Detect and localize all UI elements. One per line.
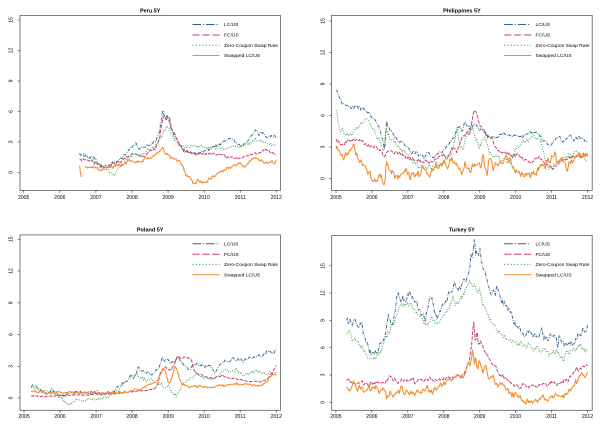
svg-text:Swapped LC/US: Swapped LC/US (224, 53, 261, 59)
svg-text:15: 15 (9, 17, 15, 23)
svg-text:0: 0 (9, 396, 15, 399)
svg-text:6: 6 (320, 346, 326, 349)
svg-text:FC/US: FC/US (536, 33, 551, 39)
svg-text:Zero-Coupon Swap Rate: Zero-Coupon Swap Rate (224, 43, 278, 49)
svg-text:15: 15 (320, 263, 326, 269)
svg-text:12: 12 (9, 268, 15, 274)
svg-text:2011: 2011 (235, 195, 246, 201)
svg-text:LC/US: LC/US (536, 22, 551, 28)
svg-text:FC/US: FC/US (536, 252, 551, 258)
svg-text:Turkey 5Y: Turkey 5Y (449, 228, 475, 234)
svg-text:2007: 2007 (90, 414, 101, 420)
svg-text:9: 9 (320, 319, 326, 322)
svg-text:3: 3 (320, 373, 326, 376)
svg-text:2005: 2005 (330, 414, 341, 420)
svg-text:3: 3 (320, 145, 326, 148)
svg-text:2010: 2010 (199, 414, 210, 420)
svg-text:2012: 2012 (582, 195, 593, 201)
svg-text:2007: 2007 (402, 195, 413, 201)
svg-text:Poland 5Y: Poland 5Y (137, 228, 164, 234)
svg-text:9: 9 (9, 301, 15, 304)
svg-text:Zero-Coupon Swap Rate: Zero-Coupon Swap Rate (224, 262, 278, 268)
svg-text:12: 12 (320, 290, 326, 296)
svg-text:0: 0 (320, 401, 326, 404)
svg-text:2006: 2006 (54, 414, 65, 420)
svg-text:Swapped LC/US: Swapped LC/US (536, 53, 573, 59)
svg-text:2008: 2008 (126, 414, 137, 420)
svg-text:15: 15 (9, 236, 15, 242)
svg-text:2011: 2011 (235, 414, 246, 420)
svg-text:2009: 2009 (163, 414, 174, 420)
svg-text:2006: 2006 (366, 195, 377, 201)
svg-text:2011: 2011 (546, 195, 557, 201)
svg-text:2009: 2009 (162, 195, 173, 201)
svg-text:2010: 2010 (199, 195, 210, 201)
svg-text:LC/US: LC/US (536, 242, 551, 248)
svg-text:2008: 2008 (438, 195, 449, 201)
svg-text:15: 15 (320, 18, 326, 24)
svg-text:3: 3 (9, 365, 15, 368)
svg-text:0: 0 (320, 177, 326, 180)
svg-text:6: 6 (9, 333, 15, 336)
svg-text:Peru 5Y: Peru 5Y (140, 8, 161, 14)
svg-text:2010: 2010 (510, 414, 521, 420)
svg-text:Swapped LC/US: Swapped LC/US (536, 273, 573, 279)
svg-text:Philippines 5Y: Philippines 5Y (443, 8, 481, 14)
svg-text:2007: 2007 (90, 195, 101, 201)
svg-text:12: 12 (320, 50, 326, 56)
svg-text:2012: 2012 (271, 414, 282, 420)
svg-text:2006: 2006 (366, 414, 377, 420)
svg-text:Zero-Coupon Swap Rate: Zero-Coupon Swap Rate (536, 43, 590, 49)
svg-text:2012: 2012 (271, 195, 282, 201)
svg-text:6: 6 (320, 114, 326, 117)
svg-text:LC/US: LC/US (224, 22, 239, 28)
svg-text:2008: 2008 (438, 414, 449, 420)
svg-text:9: 9 (320, 82, 326, 85)
svg-text:2005: 2005 (18, 414, 29, 420)
svg-text:2005: 2005 (330, 195, 341, 201)
svg-text:Zero-Coupon Swap Rate: Zero-Coupon Swap Rate (536, 262, 590, 268)
svg-text:2006: 2006 (54, 195, 65, 201)
svg-text:9: 9 (9, 79, 15, 82)
svg-text:2009: 2009 (474, 414, 485, 420)
svg-text:2011: 2011 (546, 414, 557, 420)
svg-text:2012: 2012 (582, 414, 593, 420)
svg-text:3: 3 (9, 140, 15, 143)
svg-text:2010: 2010 (510, 195, 521, 201)
svg-text:FC/US: FC/US (224, 252, 239, 258)
svg-text:LC/US: LC/US (224, 242, 239, 248)
svg-text:FC/US: FC/US (224, 33, 239, 39)
svg-text:2009: 2009 (474, 195, 485, 201)
svg-text:2008: 2008 (126, 195, 137, 201)
svg-text:0: 0 (9, 171, 15, 174)
svg-text:Swapped LC/US: Swapped LC/US (224, 273, 261, 279)
svg-text:2007: 2007 (402, 414, 413, 420)
svg-text:12: 12 (9, 48, 15, 54)
svg-text:6: 6 (9, 110, 15, 113)
svg-text:2005: 2005 (18, 195, 29, 201)
